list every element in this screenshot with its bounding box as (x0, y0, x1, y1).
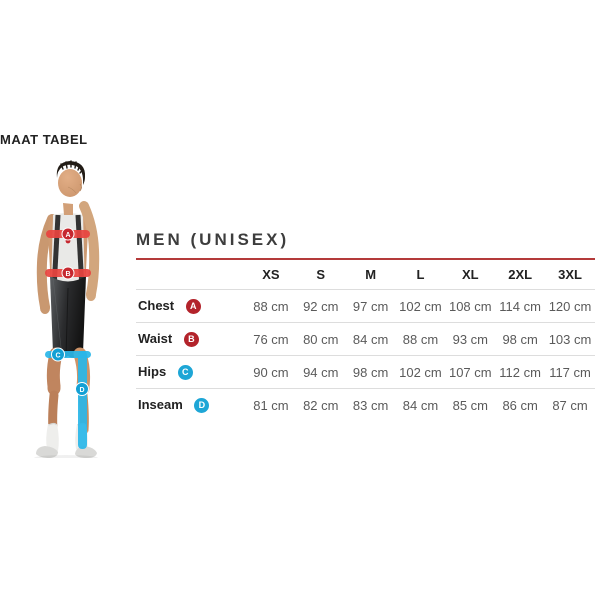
svg-text:C: C (55, 353, 60, 360)
svg-text:A: A (65, 232, 70, 239)
svg-text:D: D (79, 387, 84, 394)
svg-text:B: B (65, 271, 70, 278)
